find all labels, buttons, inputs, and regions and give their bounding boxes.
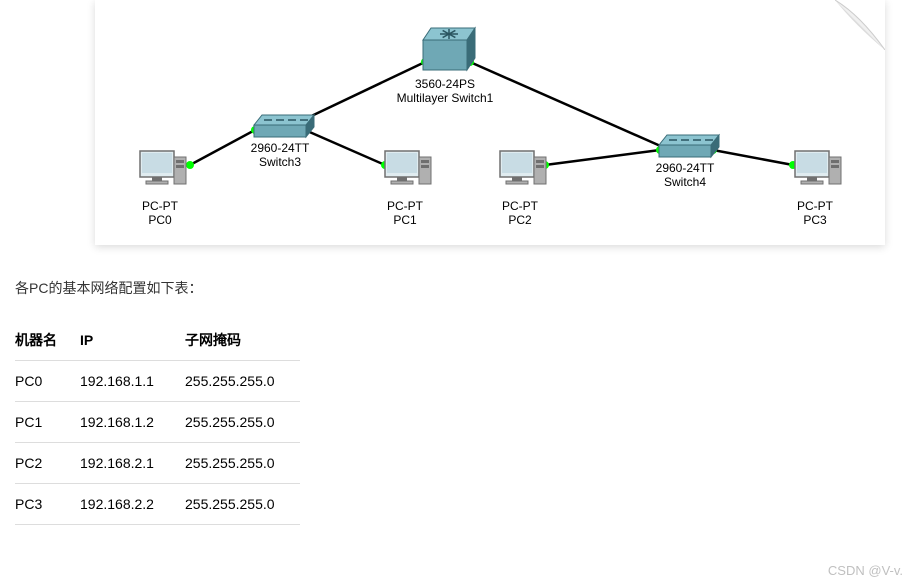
table-header-cell: 子网掩码 bbox=[185, 320, 300, 361]
table-cell: PC3 bbox=[15, 484, 80, 525]
pc-config-table: 机器名IP子网掩码 PC0192.168.1.1255.255.255.0PC1… bbox=[15, 320, 300, 525]
device-label: Switch3 bbox=[259, 155, 301, 169]
network-diagram-panel: 3560-24PSMultilayer Switch12960-24TTSwit… bbox=[95, 0, 885, 245]
table-header-cell: IP bbox=[80, 320, 185, 361]
device-label: PC-PT bbox=[797, 199, 834, 213]
device-label: Switch4 bbox=[664, 175, 706, 189]
device-label: PC1 bbox=[393, 213, 417, 227]
network-link bbox=[190, 130, 255, 165]
table-cell: 192.168.2.2 bbox=[80, 484, 185, 525]
device-label: PC3 bbox=[803, 213, 827, 227]
port-indicator bbox=[186, 161, 194, 169]
table-body: PC0192.168.1.1255.255.255.0PC1192.168.1.… bbox=[15, 361, 300, 525]
table-cell: 255.255.255.0 bbox=[185, 361, 300, 402]
table-cell: PC0 bbox=[15, 361, 80, 402]
table-header-cell: 机器名 bbox=[15, 320, 80, 361]
table-cell: 192.168.2.1 bbox=[80, 443, 185, 484]
switch-icon bbox=[254, 115, 314, 137]
table-row: PC3192.168.2.2255.255.255.0 bbox=[15, 484, 300, 525]
device-label: 2960-24TT bbox=[656, 161, 715, 175]
table-cell: 192.168.1.2 bbox=[80, 402, 185, 443]
network-link bbox=[305, 130, 385, 165]
device-label: 2960-24TT bbox=[251, 141, 310, 155]
pc-icon bbox=[795, 151, 841, 184]
pc-icon bbox=[385, 151, 431, 184]
network-link bbox=[713, 150, 793, 165]
network-link bbox=[470, 62, 665, 148]
watermark: CSDN @V-v. bbox=[828, 563, 903, 578]
table-caption: 各PC的基本网络配置如下表： bbox=[15, 278, 202, 298]
table-row: PC0192.168.1.1255.255.255.0 bbox=[15, 361, 300, 402]
table-header-row: 机器名IP子网掩码 bbox=[15, 320, 300, 361]
network-diagram: 3560-24PSMultilayer Switch12960-24TTSwit… bbox=[95, 0, 885, 245]
device-label: Multilayer Switch1 bbox=[397, 91, 494, 105]
pc-icon bbox=[500, 151, 546, 184]
page-curl-decoration bbox=[835, 0, 885, 50]
pc-icon bbox=[140, 151, 186, 184]
device-label: PC-PT bbox=[142, 199, 179, 213]
table-cell: 255.255.255.0 bbox=[185, 484, 300, 525]
device-label: PC0 bbox=[148, 213, 172, 227]
device-label: 3560-24PS bbox=[415, 77, 475, 91]
device-label: PC-PT bbox=[502, 199, 539, 213]
table-cell: 255.255.255.0 bbox=[185, 443, 300, 484]
switch-icon bbox=[659, 135, 719, 157]
device-label: PC2 bbox=[508, 213, 532, 227]
table-cell: PC1 bbox=[15, 402, 80, 443]
device-label: PC-PT bbox=[387, 199, 424, 213]
table-row: PC1192.168.1.2255.255.255.0 bbox=[15, 402, 300, 443]
table-cell: 192.168.1.1 bbox=[80, 361, 185, 402]
multilayer-switch-icon bbox=[423, 28, 475, 70]
network-link bbox=[545, 150, 660, 165]
table-cell: PC2 bbox=[15, 443, 80, 484]
table-cell: 255.255.255.0 bbox=[185, 402, 300, 443]
table-row: PC2192.168.2.1255.255.255.0 bbox=[15, 443, 300, 484]
